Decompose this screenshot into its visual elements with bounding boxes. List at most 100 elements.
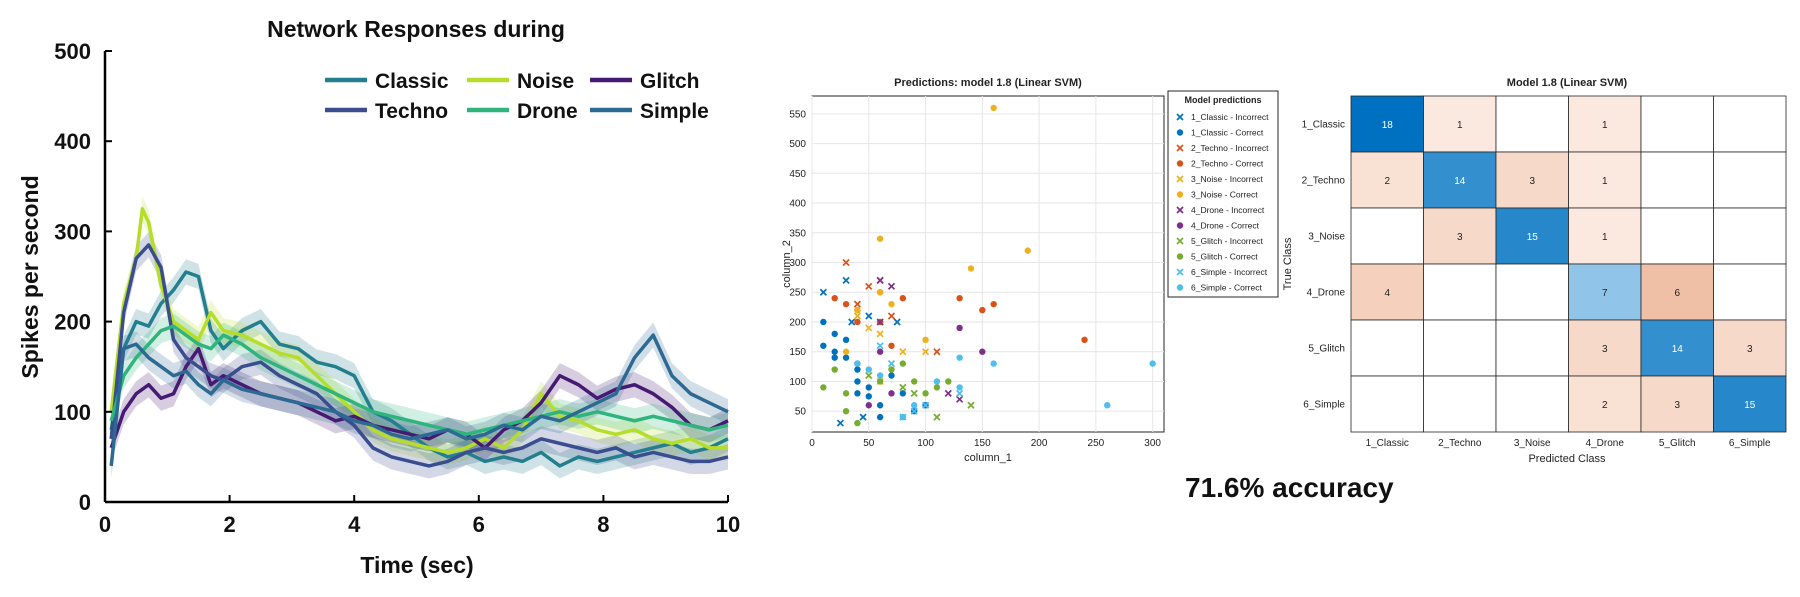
scatter-point-1-classic-correct (831, 354, 838, 361)
cm-cell-2-techno-5-glitch (1640, 151, 1714, 209)
cm-row-label: 3_Noise (1308, 232, 1345, 243)
scatter-point-4-drone-correct (888, 390, 895, 397)
scatter-point-2-techno-correct (979, 306, 986, 314)
line-chart-legend: Classic Noise Glitch Techno Drone Simple (325, 70, 709, 123)
cm-col-label: 3_Noise (1514, 438, 1551, 449)
scatter-point-3-noise-correct (888, 300, 895, 308)
legend-marker-2-techno-incorrect (1176, 144, 1184, 152)
scatter-point-1-classic-correct (854, 366, 861, 373)
x-tick-label: 10 (716, 512, 740, 537)
scatter-point-6-simple-correct (910, 402, 918, 409)
cm-cell-value: 7 (1602, 288, 1608, 299)
scatter-point-1-classic-correct (842, 336, 850, 344)
scatter-point-6-simple-correct (854, 360, 861, 367)
scatter-point-3-noise-correct (967, 265, 975, 272)
legend-marker-6-simple-incorrect (1176, 268, 1184, 276)
scatter-point-4-drone-correct (956, 324, 963, 332)
x-tick-label: 100 (917, 438, 934, 449)
cm-cell-value: 1 (1602, 176, 1608, 187)
legend-label-2-techno-incorrect: 2_Techno - Incorrect (1191, 143, 1269, 153)
scatter-point-x-1-classic-incorrect (819, 288, 827, 296)
scatter-point-6-simple-correct (990, 360, 997, 367)
cm-cell-5-glitch-2-techno (1423, 319, 1497, 377)
scatter-legend-box (1167, 90, 1279, 298)
scatter-xlabel: column_1 (964, 452, 1012, 464)
y-tick-label: 300 (54, 219, 91, 244)
legend-label-glitch: Glitch (640, 70, 700, 93)
series-line-glitch (109, 346, 729, 450)
legend-marker-1-classic-incorrect (1176, 113, 1184, 121)
line-chart-series-lines (109, 207, 729, 468)
line-chart-ylabel: Spikes per second (17, 175, 43, 378)
cm-cell-6-simple-5-glitch (1640, 375, 1714, 433)
legend-marker-4-drone-incorrect (1176, 206, 1184, 214)
scatter-point-3-noise-correct (854, 306, 861, 314)
cm-cell-2-techno-1-classic (1350, 151, 1424, 209)
scatter-point-6-simple-correct (1104, 402, 1111, 409)
y-tick-label: 350 (789, 228, 806, 239)
cm-col-label: 4_Drone (1586, 438, 1625, 449)
cm-row-label: 1_Classic (1302, 120, 1345, 131)
legend-label-classic: Classic (375, 70, 449, 93)
scatter-point-1-classic-correct (876, 402, 884, 409)
line-chart-title: Network Responses during (267, 16, 565, 42)
scatter-point-5-glitch-correct (922, 390, 929, 397)
cm-cell-4-drone-5-glitch (1640, 263, 1714, 321)
scatter-point-x-4-drone-incorrect (876, 276, 884, 284)
cm-cell-value: 4 (1384, 288, 1390, 299)
line-chart-axes: 0 100 200 300 400 500 0 2 4 6 8 10 (54, 39, 740, 537)
cm-cell-6-simple-3-noise (1495, 375, 1569, 433)
scatter-point-6-simple-correct (956, 384, 963, 391)
cm-cell-6-simple-1-classic (1350, 375, 1424, 433)
x-tick-label: 6 (473, 512, 485, 537)
scatter-point-3-noise-correct (922, 336, 929, 344)
cm-cell-2-techno-2-techno (1423, 151, 1497, 209)
scatter-point-x-3-noise-incorrect (876, 330, 884, 338)
scatter-point-1-classic-correct (876, 413, 884, 421)
series-line-techno (109, 243, 729, 468)
scatter-point-x-2-techno-incorrect (865, 282, 873, 290)
series-line-classic (109, 270, 729, 468)
scatter-point-6-simple-correct (956, 354, 963, 361)
scatter-point-3-noise-correct (842, 348, 850, 355)
scatter-point-x-3-noise-incorrect (921, 348, 930, 356)
scatter-point-x-1-classic-incorrect (836, 419, 844, 427)
scatter-point-3-noise-correct (1024, 247, 1031, 254)
cm-col-label: 6_Simple (1729, 438, 1771, 449)
line-chart: Network Responses during 010020030040050… (17, 16, 740, 578)
x-tick-label: 8 (597, 512, 609, 537)
y-tick-label: 200 (789, 317, 806, 328)
legend-marker-3-noise-correct (1176, 191, 1184, 198)
scatter-point-5-glitch-correct (854, 419, 861, 427)
y-tick-label: 500 (54, 39, 91, 64)
cm-row-label: 2_Techno (1302, 176, 1346, 187)
scatter-point-6-simple-correct (933, 378, 941, 385)
cm-cell-5-glitch-3-noise (1495, 319, 1569, 377)
cm-cell-3-noise-6-simple (1713, 207, 1787, 265)
scatter-point-3-noise-correct (990, 104, 997, 112)
scatter-point-x-1-classic-incorrect (859, 413, 867, 421)
scatter-point-1-classic-correct (888, 372, 895, 379)
x-tick-label: 0 (809, 438, 815, 449)
cm-cell-2-techno-6-simple (1713, 151, 1787, 209)
cm-cell-value: 15 (1744, 400, 1756, 411)
confusion-matrix-title: Model 1.8 (Linear SVM) (1507, 77, 1628, 89)
cm-cell-3-noise-5-glitch (1640, 207, 1714, 265)
cm-cell-1-classic-1-classic (1350, 95, 1424, 153)
scatter-point-x-6-simple-incorrect (910, 407, 918, 415)
x-tick-label: 50 (863, 438, 875, 449)
legend-label-techno: Techno (375, 100, 448, 123)
x-tick-label: 300 (1144, 438, 1161, 449)
cm-cell-5-glitch-4-drone (1568, 319, 1642, 377)
legend-label-6-simple-correct: 6_Simple - Correct (1191, 283, 1262, 293)
legend-marker-1-classic-correct (1176, 129, 1184, 136)
scatter-point-x-5-glitch-incorrect (967, 401, 975, 409)
scatter-point-x-4-drone-incorrect (876, 318, 884, 326)
cm-cell-value: 18 (1382, 120, 1394, 131)
cm-cell-value: 15 (1527, 232, 1539, 243)
scatter-point-2-techno-correct (990, 300, 997, 308)
scatter-point-6-simple-correct (899, 413, 907, 421)
legend-label-simple: Simple (640, 100, 709, 123)
cm-cell-1-classic-4-drone (1568, 95, 1642, 153)
scatter-point-4-drone-correct (979, 348, 986, 355)
